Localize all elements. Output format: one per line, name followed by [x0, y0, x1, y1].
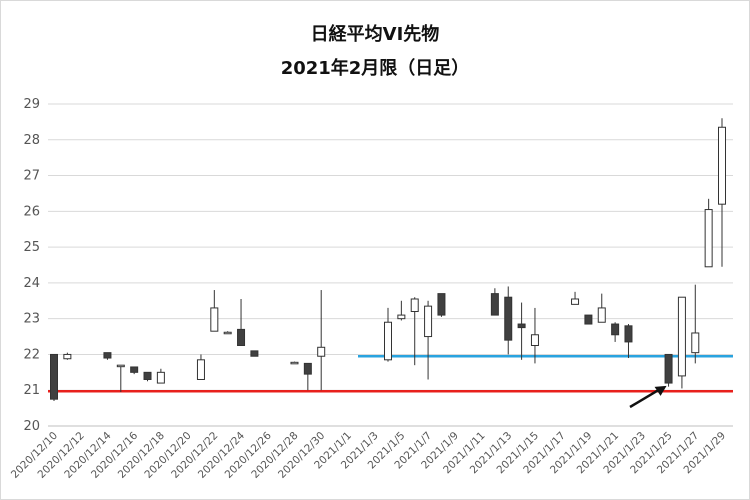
y-tick-label: 29 — [23, 97, 40, 112]
candle-body — [303, 362, 312, 375]
candle-body — [704, 209, 713, 268]
y-tick-label: 28 — [23, 133, 40, 148]
y-tick-label: 23 — [23, 312, 40, 327]
candle-body — [397, 314, 406, 320]
candle-body — [103, 352, 112, 359]
candle-body — [130, 366, 139, 373]
candle-body — [571, 298, 580, 305]
y-tick-label: 24 — [23, 276, 40, 291]
candle-body — [504, 296, 513, 341]
candle-body — [63, 353, 72, 360]
annotation-arrow-head — [654, 385, 667, 396]
candle-body — [223, 331, 232, 335]
candle-body — [317, 346, 326, 357]
y-tick-label: 26 — [23, 204, 40, 219]
candle-body — [691, 332, 700, 354]
candle-body — [50, 353, 58, 400]
candle-body — [597, 307, 606, 323]
candle-body — [530, 334, 539, 346]
candle-body — [290, 361, 299, 365]
candle-body — [611, 323, 620, 336]
candle-body — [624, 325, 633, 343]
candle-body — [250, 350, 259, 357]
candle-body — [384, 321, 392, 361]
chart-title: 日経平均VI先物 — [310, 24, 440, 45]
candle-body — [196, 359, 205, 380]
annotation-arrow-line — [629, 387, 662, 409]
y-tick-label: 21 — [23, 383, 40, 398]
candle-body — [237, 328, 246, 346]
candle-body — [437, 293, 446, 316]
candle-body — [210, 307, 219, 332]
candle-body — [116, 364, 125, 368]
candle-body — [677, 296, 686, 377]
y-tick-label: 20 — [23, 419, 40, 434]
chart-subtitle: 2021年2月限（日足） — [280, 58, 470, 79]
candle-body — [517, 323, 526, 329]
candle-body — [664, 353, 673, 384]
candle-body — [410, 298, 419, 313]
candle-body — [490, 293, 499, 316]
candle-body — [143, 371, 152, 380]
candle-body — [156, 371, 165, 384]
y-tick-label: 25 — [23, 240, 40, 255]
candle-body — [424, 305, 433, 338]
y-tick-label: 22 — [23, 347, 40, 362]
y-tick-label: 27 — [23, 169, 40, 184]
candle-body — [718, 126, 726, 205]
candle-body — [584, 314, 593, 325]
